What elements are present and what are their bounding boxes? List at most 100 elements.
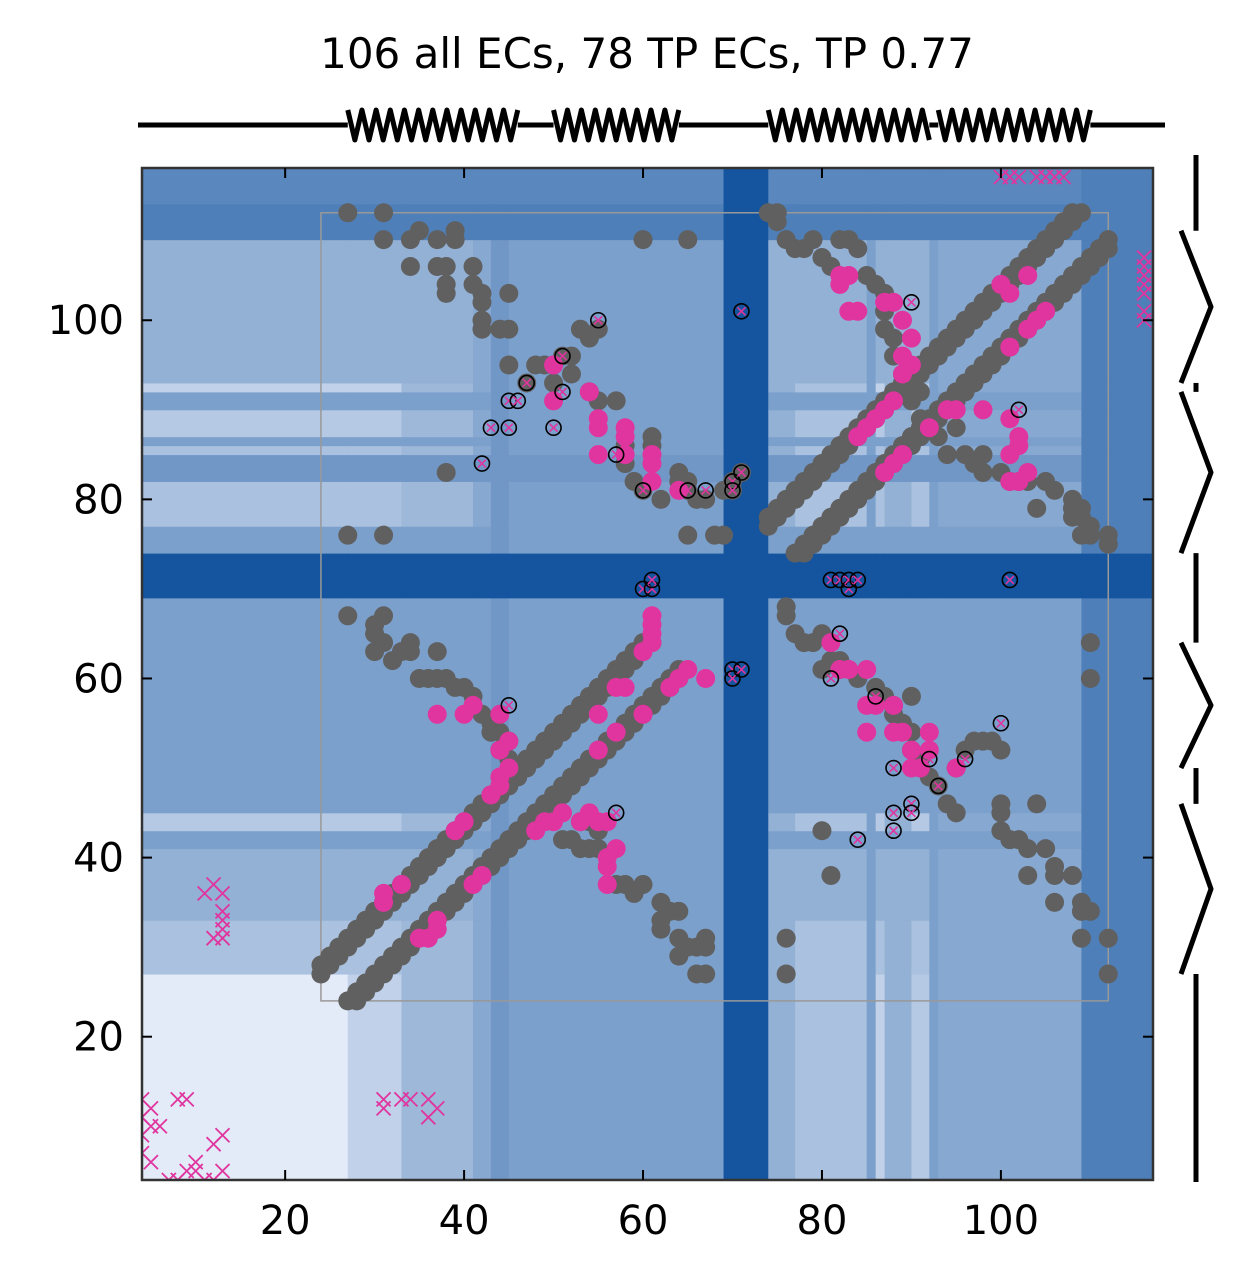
heatmap-cell: [866, 481, 877, 527]
contact-point: [714, 525, 734, 545]
tp-ec-point: [1000, 337, 1020, 357]
contact-point: [651, 489, 671, 509]
heatmap-cell: [473, 454, 492, 482]
heatmap-cell: [401, 391, 474, 411]
heatmap-cell: [866, 239, 877, 384]
heatmap-cell: [875, 830, 886, 850]
fp-ec-marker: [733, 464, 750, 481]
tp-ec-point: [642, 445, 662, 465]
fp-ec-ring: [921, 750, 938, 768]
heatmap-cell: [866, 812, 877, 832]
fp-ec-ring: [831, 571, 849, 589]
heatmap-cell: [875, 382, 886, 393]
contact-point: [776, 928, 796, 948]
tp-ec-point: [463, 695, 483, 715]
contact-point: [1062, 866, 1082, 886]
heatmap-cell: [347, 454, 402, 482]
heatmap-cell: [347, 391, 402, 411]
heatmap-cell: [938, 597, 1082, 814]
contact-point: [436, 462, 456, 482]
fp-ec-cross: [906, 297, 916, 307]
x-tick-label: 100: [963, 1198, 1039, 1244]
heatmap-cell: [473, 445, 492, 456]
heatmap-cell: [795, 382, 868, 393]
helix-segment: [765, 107, 932, 143]
heatmap-cell: [768, 391, 796, 411]
contact-point: [1071, 203, 1091, 223]
tp-ec-point: [642, 606, 662, 626]
helix-segment: [1178, 391, 1214, 554]
contact-point: [445, 221, 465, 241]
tp-ec-point: [901, 328, 921, 348]
heatmap-cell: [490, 920, 510, 975]
heatmap-cell: [768, 848, 796, 921]
fp-ec-marker: [733, 302, 750, 320]
contact-point: [901, 686, 921, 706]
contact-point: [490, 319, 510, 339]
heatmap-cell: [473, 168, 492, 205]
contact-point: [1045, 480, 1065, 500]
contact-point: [696, 489, 716, 509]
heatmap-cell: [866, 391, 877, 411]
fp-ec-ring: [643, 580, 661, 598]
fp-ec-ring: [473, 455, 491, 472]
heatmap-cell: [142, 481, 349, 527]
fp-ec-ring: [500, 392, 518, 410]
heatmap-cell: [508, 597, 725, 814]
heatmap-cell: [795, 974, 868, 1180]
heatmap-cell: [490, 445, 510, 456]
tp-ec-point: [615, 445, 635, 465]
fp-ec-marker: [500, 697, 518, 714]
heatmap-cell: [884, 526, 912, 554]
contact-point: [1045, 892, 1065, 912]
heatmap-cell: [929, 445, 939, 456]
heatmap-cell: [866, 830, 877, 850]
helix-segment: [1178, 229, 1214, 384]
heatmap-cell: [401, 526, 474, 554]
x-tick-label: 60: [618, 1198, 669, 1244]
tp-ec-point: [866, 695, 886, 715]
ec-cross-marker: [214, 885, 231, 902]
points: [142, 169, 1152, 1180]
x-tick-label: 20: [260, 1198, 311, 1244]
contact-point: [338, 606, 358, 626]
heatmap-cell: [490, 526, 510, 554]
heatmap-cell: [875, 812, 886, 832]
tp-ec-point: [579, 382, 599, 402]
tp-ec-point: [499, 758, 519, 778]
ec-cross-marker: [143, 1154, 159, 1170]
tp-ec-point: [490, 704, 510, 724]
y-tick-label: 60: [73, 656, 124, 702]
heatmap-cell: [1081, 812, 1153, 832]
heatmap-cell: [347, 436, 402, 447]
heatmap-cell: [401, 454, 474, 482]
contact-point: [633, 874, 653, 894]
heatmap-cell: [1081, 409, 1153, 438]
heatmap-cell: [490, 454, 510, 482]
fp-ec-cross: [701, 485, 711, 495]
heatmap-cell: [768, 830, 796, 850]
contact-point: [973, 462, 993, 482]
heatmap-cell: [795, 391, 868, 411]
coverage-heatmap: [142, 168, 1153, 1180]
heatmap-cell: [401, 445, 474, 456]
heatmap-cell: [929, 382, 939, 393]
ec-cross-marker: [1011, 169, 1027, 185]
tp-ec-point: [606, 722, 626, 742]
heatmap-cell: [768, 168, 796, 205]
contact-point: [767, 212, 787, 232]
contact-point: [776, 964, 796, 984]
heatmap-cell: [875, 203, 886, 241]
heatmap-cell: [1081, 436, 1153, 447]
heatmap-cell: [911, 203, 930, 241]
fp-ec-ring: [634, 580, 652, 598]
ec-cross-marker: [429, 1100, 445, 1116]
contact-point: [1098, 534, 1118, 554]
tp-ec-point: [892, 364, 912, 384]
y-tick-label: 20: [73, 1015, 124, 1061]
heatmap-cell: [723, 445, 769, 456]
heatmap-cell: [1081, 830, 1153, 850]
heatmap-cell: [723, 920, 769, 975]
contact-point: [669, 901, 689, 921]
fp-ec-marker: [831, 625, 849, 642]
